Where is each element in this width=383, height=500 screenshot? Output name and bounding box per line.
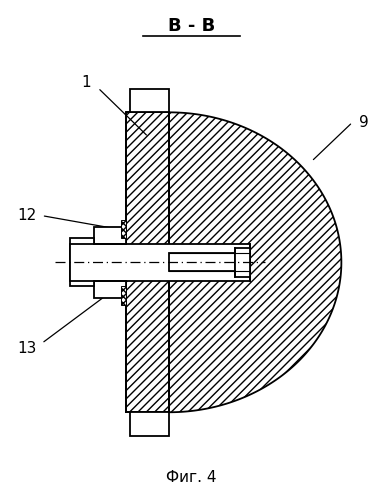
Polygon shape	[169, 254, 234, 271]
Polygon shape	[121, 220, 126, 238]
Polygon shape	[94, 226, 126, 298]
Polygon shape	[130, 412, 169, 436]
Polygon shape	[70, 238, 94, 286]
Polygon shape	[130, 88, 169, 112]
Text: 13: 13	[17, 341, 36, 356]
Text: В - В: В - В	[168, 18, 215, 36]
Polygon shape	[70, 244, 250, 281]
Polygon shape	[126, 112, 169, 412]
Polygon shape	[234, 248, 250, 277]
Polygon shape	[169, 112, 341, 412]
Text: 12: 12	[17, 208, 36, 223]
Text: 9: 9	[359, 114, 369, 130]
Text: Фиг. 4: Фиг. 4	[166, 470, 217, 484]
Polygon shape	[121, 286, 126, 305]
Text: 1: 1	[82, 76, 92, 90]
